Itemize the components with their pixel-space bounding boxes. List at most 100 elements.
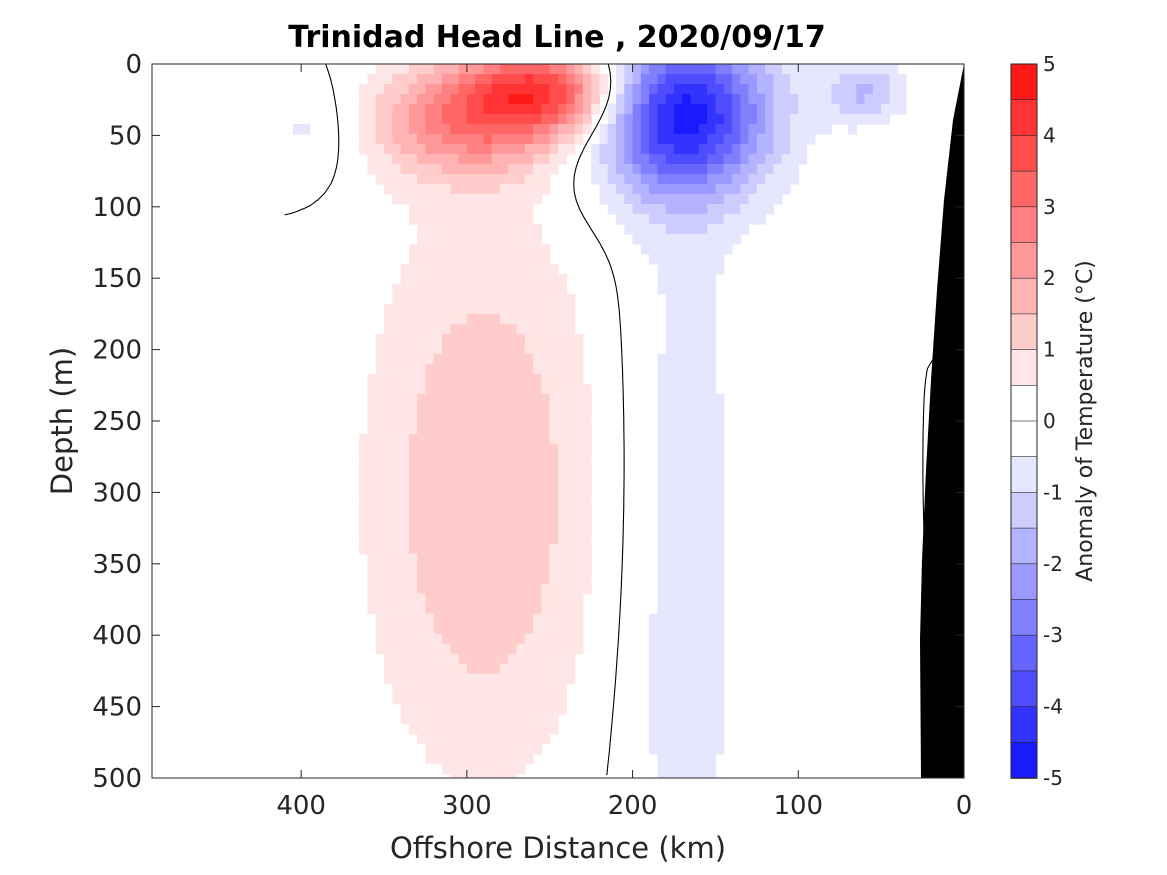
field-cell <box>450 353 460 365</box>
field-cell <box>524 553 534 565</box>
field-cell <box>500 713 509 725</box>
field-cell <box>591 103 601 115</box>
field-cell <box>516 403 526 415</box>
field-cell <box>516 193 526 205</box>
field-cell <box>848 103 857 115</box>
field-cell <box>723 173 733 185</box>
field-cell <box>682 693 692 705</box>
field-cell <box>665 353 675 365</box>
field-cell <box>491 593 501 605</box>
field-cell <box>516 93 526 105</box>
field-cell <box>491 373 501 385</box>
field-cell <box>698 133 708 145</box>
field-cell <box>566 563 576 575</box>
field-cell <box>475 503 485 515</box>
field-cell <box>732 133 741 145</box>
field-cell <box>732 223 741 235</box>
field-cell <box>500 253 509 265</box>
field-cell <box>475 553 485 565</box>
field-cell <box>674 743 683 755</box>
field-cell <box>483 413 493 425</box>
field-cell <box>500 673 509 685</box>
field-cell <box>516 243 526 255</box>
field-cell <box>723 243 733 255</box>
field-cell <box>508 413 518 425</box>
field-cell <box>649 743 659 755</box>
field-cell <box>665 93 675 105</box>
field-cell <box>483 433 493 445</box>
field-cell <box>657 403 667 415</box>
field-cell <box>458 673 468 685</box>
field-cell <box>798 113 808 125</box>
field-cell <box>682 503 692 515</box>
field-cell <box>541 713 551 725</box>
field-cell <box>524 473 534 485</box>
field-cell <box>433 213 443 225</box>
field-cell <box>367 513 377 525</box>
field-cell <box>549 483 559 495</box>
field-cell <box>458 383 468 395</box>
field-cell <box>400 603 410 615</box>
field-cell <box>558 153 567 165</box>
field-cell <box>823 123 833 135</box>
field-cell <box>674 213 683 225</box>
field-cell <box>491 433 501 445</box>
field-cell <box>375 493 385 505</box>
field-cell <box>450 93 460 105</box>
colorbar-segment <box>1010 384 1038 422</box>
field-cell <box>715 563 725 575</box>
field-cell <box>549 163 559 175</box>
field-cell <box>384 373 393 385</box>
field-cell <box>425 173 435 185</box>
field-cell <box>698 73 708 85</box>
field-cell <box>466 533 476 545</box>
field-cell <box>558 483 567 495</box>
field-cell <box>384 133 393 145</box>
field-cell <box>508 73 518 85</box>
field-cell <box>508 533 518 545</box>
field-cell <box>375 523 385 535</box>
field-cell <box>707 293 717 305</box>
field-cell <box>624 73 634 85</box>
field-cell <box>392 343 402 355</box>
field-cell <box>566 523 576 535</box>
field-cell <box>375 613 385 625</box>
field-cell <box>400 613 410 625</box>
field-cell <box>400 373 410 385</box>
field-cell <box>516 503 526 515</box>
field-cell <box>516 613 526 625</box>
field-cell <box>384 83 393 95</box>
field-cell <box>458 543 468 555</box>
field-cell <box>707 193 717 205</box>
field-cell <box>707 683 717 695</box>
field-cell <box>682 213 692 225</box>
field-cell <box>516 703 526 715</box>
field-cell <box>541 563 551 575</box>
field-cell <box>508 423 518 435</box>
field-cell <box>524 513 534 525</box>
field-cell <box>698 493 708 505</box>
field-cell <box>516 583 526 595</box>
field-cell <box>781 73 791 85</box>
field-cell <box>566 553 576 565</box>
colorbar-tick-label: -4 <box>1043 695 1063 719</box>
field-cell <box>425 503 435 515</box>
field-cell <box>665 563 675 575</box>
field-cell <box>516 273 526 285</box>
colorbar-tick-label: -5 <box>1043 766 1063 790</box>
field-cell <box>649 683 659 695</box>
field-cell <box>549 313 559 325</box>
field-cell <box>541 163 551 175</box>
field-cell <box>756 173 766 185</box>
field-cell <box>790 163 799 175</box>
field-cell <box>723 103 733 115</box>
field-cell <box>674 363 683 375</box>
field-cell <box>491 103 501 115</box>
field-cell <box>740 193 750 205</box>
field-cell <box>690 473 700 485</box>
field-cell <box>566 433 576 445</box>
field-cell <box>408 293 418 305</box>
field-cell <box>508 243 518 255</box>
field-cell <box>508 773 518 778</box>
field-cell <box>483 503 493 515</box>
